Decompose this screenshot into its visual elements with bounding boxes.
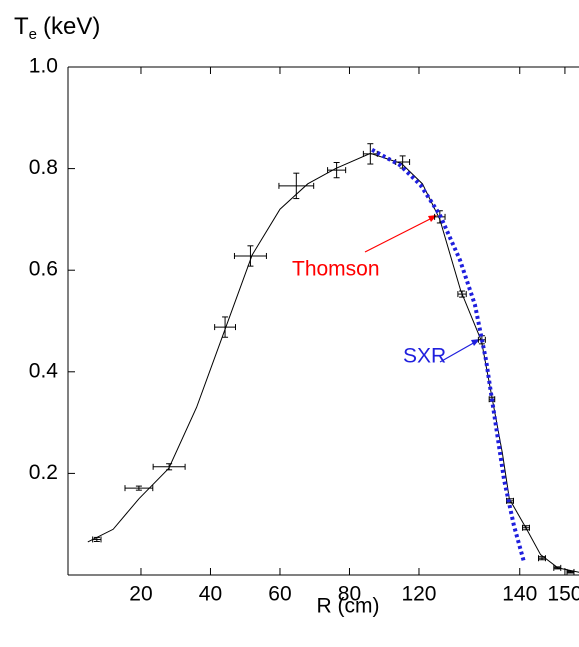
y-tick-label: 0.2: [29, 461, 58, 484]
arrow-head: [471, 339, 480, 346]
annotation: Thomson: [292, 258, 380, 281]
x-tick-label: 60: [268, 583, 291, 606]
y-label-subscript: e: [29, 26, 37, 43]
arrow-head: [428, 215, 437, 222]
x-tick-label: 150: [547, 583, 579, 606]
x-tick-label: 80: [338, 583, 361, 606]
y-axis-label: Te (keV): [14, 13, 100, 43]
y-tick-label: 1.0: [29, 55, 58, 78]
y-tick-label: 0.6: [29, 258, 58, 281]
annotation: SXR: [403, 345, 446, 368]
x-tick-label: 20: [129, 583, 152, 606]
y-tick-label: 0.8: [29, 156, 58, 179]
x-axis-label: R (cm): [317, 595, 380, 618]
arrow: [439, 340, 478, 363]
series-line: [87, 152, 579, 573]
series-line: [371, 148, 526, 563]
x-tick-label: 140: [502, 583, 537, 606]
y-label-symbol: T: [14, 13, 29, 40]
x-tick-label: 120: [401, 583, 436, 606]
x-tick-label: 40: [199, 583, 222, 606]
y-tick-label: 0.4: [29, 359, 59, 382]
y-label-unit: (keV): [43, 13, 100, 40]
arrow: [364, 216, 435, 253]
